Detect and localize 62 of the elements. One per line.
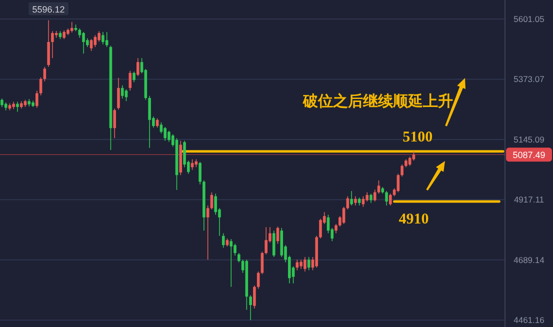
candlestick: [78, 28, 82, 38]
candlestick: [90, 38, 93, 52]
candlestick: [164, 126, 166, 142]
y-tick-label: 4461.16: [514, 315, 545, 326]
candlestick: [183, 140, 186, 168]
candlestick: [198, 162, 202, 185]
candlestick: [132, 71, 136, 83]
candlestick: [168, 130, 170, 142]
candlestick: [400, 164, 404, 177]
candlestick: [272, 230, 276, 258]
candlestick: [238, 252, 240, 263]
candlestick: [373, 189, 376, 202]
candlestick: [113, 108, 116, 139]
candlestick: [160, 122, 163, 134]
candlestick: [98, 30, 100, 42]
candlestick: [117, 78, 120, 110]
candlestick: [260, 251, 264, 275]
y-tick-label: 4917.11: [514, 194, 544, 205]
candlestick: [264, 226, 268, 255]
candlestick: [214, 193, 217, 216]
candlestick: [319, 218, 322, 239]
candlestick: [249, 294, 252, 321]
candlestick: [47, 20, 50, 68]
candlestick: [43, 66, 46, 82]
y-tick-label: 5145.09: [514, 134, 545, 144]
candlestick: [222, 232, 225, 248]
candlestick: [16, 101, 19, 112]
candlestick: [206, 205, 210, 260]
ref-line-label: 5087.49: [512, 150, 546, 160]
candlestick: [102, 32, 104, 45]
candlestick: [82, 32, 85, 54]
y-tick-label: 4689.14: [514, 254, 545, 265]
candlestick: [304, 256, 306, 272]
candlestick: [136, 58, 140, 76]
candlestick: [300, 259, 302, 270]
y-tick-label: 5601.05: [514, 14, 545, 24]
series-label: 5100: [402, 129, 433, 146]
candlestick: [120, 84, 124, 99]
candlestick: [350, 190, 353, 206]
candlestick: [334, 224, 338, 234]
candlestick: [307, 256, 310, 271]
candlestick: [51, 30, 54, 59]
candlestick: [36, 90, 38, 108]
candlestick: [396, 173, 400, 193]
candlestick: [370, 193, 372, 204]
candlestick: [230, 238, 233, 288]
candlestick: [389, 193, 392, 206]
candlestick: [94, 34, 97, 48]
candlestick: [234, 243, 236, 256]
candlestick: [70, 22, 74, 33]
candlestick: [377, 180, 380, 194]
candlestick: [366, 192, 368, 202]
candlestick: [385, 190, 388, 206]
candlestick: [412, 150, 416, 161]
candlestick: [253, 285, 256, 309]
candlestick: [148, 95, 151, 148]
annotation: 破位之后继续顺延上升: [302, 92, 453, 110]
candlestick: [354, 196, 357, 206]
candlestick: [128, 70, 132, 91]
series-label: 4910: [398, 212, 429, 228]
annotation: 5596.12: [32, 4, 65, 14]
y-tick-label: 5373.07: [514, 74, 545, 84]
